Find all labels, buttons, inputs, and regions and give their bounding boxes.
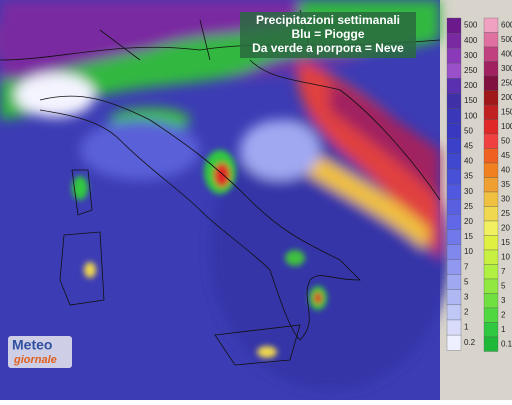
legend-swatch (446, 304, 462, 321)
legend-swatch (446, 334, 462, 351)
legend-label: 25 (464, 202, 473, 211)
title-line: Precipitazioni settimanali (256, 13, 400, 27)
legend-swatch (483, 278, 499, 294)
legend-label: 40 (501, 165, 510, 174)
legend-label: 3 (464, 292, 469, 301)
title-line: Blu = Piogge (291, 27, 364, 41)
legend-label: 600 (501, 20, 512, 29)
legend-swatch (446, 63, 462, 79)
legend-swatch (446, 289, 462, 306)
legend-label: 3 (501, 296, 506, 305)
title-line: Da verde a porpora = Neve (252, 41, 404, 55)
legend-swatch (483, 61, 499, 77)
legend-swatch (483, 235, 499, 251)
legend-swatch (483, 104, 499, 120)
legend-swatch (446, 214, 462, 230)
legend-label: 45 (464, 141, 473, 150)
logo-text: Meteo (12, 337, 52, 353)
logo-box (8, 336, 72, 368)
legend-swatch (483, 336, 499, 352)
legend-swatch (483, 220, 499, 236)
legend-label: 0.2 (464, 338, 476, 347)
legend-label: 7 (464, 262, 469, 271)
legend-swatch (483, 264, 499, 280)
legend-label: 5 (501, 281, 506, 290)
legend-swatch (446, 319, 462, 336)
legend-label: 500 (501, 35, 512, 44)
legend-swatch (483, 249, 499, 265)
legend-label: 300 (464, 51, 478, 60)
legend-swatch (483, 177, 499, 193)
legend-label: 2 (464, 308, 469, 317)
legend-swatch (446, 123, 462, 139)
legend-label: 15 (501, 238, 510, 247)
legend-label: 5 (464, 277, 469, 286)
legend-label: 30 (501, 194, 510, 203)
legend-label: 50 (464, 126, 473, 135)
legend-label: 15 (464, 232, 473, 241)
legend-label: 0.1 (501, 339, 512, 348)
legend-label: 150 (501, 107, 512, 116)
legend-label: 1 (501, 325, 506, 334)
legend-label: 2 (501, 310, 506, 319)
legend-swatch (446, 183, 462, 200)
legend-swatch (446, 78, 462, 94)
legend-label: 35 (464, 172, 473, 181)
legend-label: 400 (464, 36, 478, 45)
title-box (240, 12, 416, 58)
legend-swatch (446, 229, 462, 245)
legend-label: 35 (501, 180, 510, 189)
legend-swatch (446, 274, 462, 290)
legend-swatch (446, 153, 462, 170)
legend-label: 200 (501, 93, 512, 102)
legend-label: 300 (501, 64, 512, 73)
legend-label: 250 (501, 78, 512, 87)
legend-label: 200 (464, 81, 478, 90)
legend-label: 500 (464, 21, 478, 30)
legend-swatch (446, 17, 462, 34)
legend-label: 20 (501, 223, 510, 232)
legend-label: 30 (464, 187, 473, 196)
legend-label: 40 (464, 157, 473, 166)
legend-label: 150 (464, 96, 478, 105)
legend-swatch (483, 307, 499, 323)
legend-label: 400 (501, 49, 512, 58)
legend-swatch (483, 322, 499, 338)
legend-label: 25 (501, 209, 510, 218)
logo-text: giornale (13, 354, 57, 366)
legend-swatch (483, 293, 499, 309)
legend-swatch (446, 199, 462, 215)
legend-swatch (483, 32, 499, 48)
legend-label: 10 (501, 252, 510, 261)
legend-label: 100 (501, 122, 512, 131)
legend-swatch (483, 75, 499, 91)
legend-swatch (446, 244, 462, 260)
legend-label: 20 (464, 217, 473, 226)
legend-swatch (483, 90, 499, 106)
legend-swatch (446, 138, 462, 155)
legend-label: 250 (464, 66, 478, 75)
legend-swatch (483, 133, 499, 149)
legend-swatch (446, 108, 462, 124)
legend-swatch (483, 162, 499, 178)
legend-label: 10 (464, 247, 473, 256)
legend-label: 50 (501, 136, 510, 145)
legend-swatch (446, 259, 462, 275)
legend-label: 1 (464, 323, 469, 332)
legend-label: 100 (464, 111, 478, 120)
legend-swatch (446, 32, 462, 49)
legend-swatch (446, 168, 462, 185)
legend-swatch (483, 17, 499, 33)
legend-swatch (446, 48, 462, 64)
legend-swatch (483, 119, 499, 135)
legend-swatch (446, 93, 462, 109)
legend-swatch (483, 46, 499, 62)
legend-label: 7 (501, 267, 506, 276)
legend-swatch (483, 148, 499, 164)
legend-swatch (483, 191, 499, 207)
legend-label: 45 (501, 151, 510, 160)
legend-swatch (483, 206, 499, 222)
